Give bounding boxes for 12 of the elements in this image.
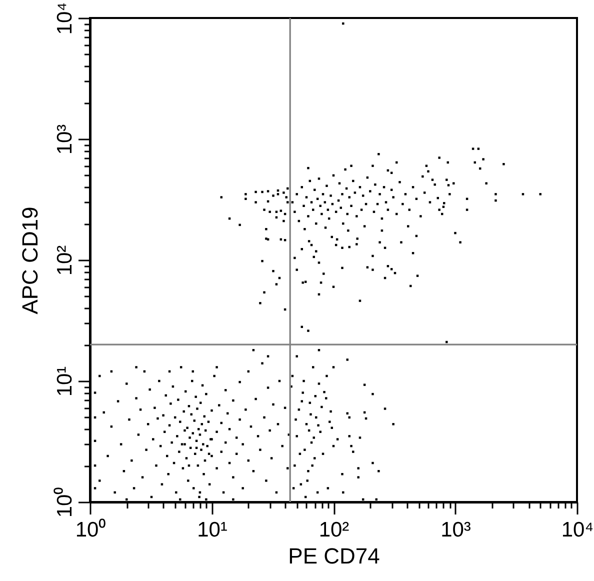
- x-tick-label: 10⁰: [75, 518, 106, 542]
- x-tick-label: 10⁴: [561, 518, 594, 542]
- y-axis-title: APC CD19: [18, 206, 42, 314]
- x-tick-label: 10²: [318, 518, 350, 542]
- y-tick-label: 10³: [54, 124, 76, 155]
- y-tick-label: 10⁴: [54, 2, 76, 35]
- y-tick-label: 10⁰: [54, 487, 76, 518]
- x-tick-label: 10¹: [197, 518, 228, 542]
- y-tick-label: 10²: [54, 245, 76, 276]
- x-axis-title: PE CD74: [288, 544, 380, 568]
- y-tick-label: 10¹: [54, 366, 76, 397]
- x-tick-label: 10³: [440, 518, 471, 542]
